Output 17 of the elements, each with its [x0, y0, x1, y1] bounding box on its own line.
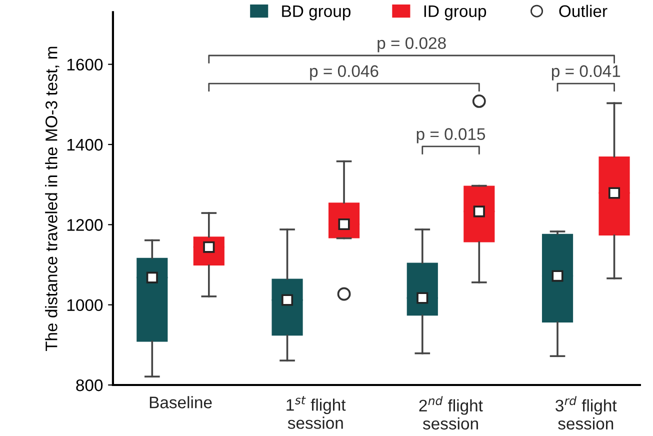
y-tick-label: 1200	[67, 219, 103, 231]
annotation: p = 0.028	[378, 37, 446, 52]
x-tick-label: Baseline	[150, 396, 212, 408]
legend-label: BD group	[282, 5, 350, 20]
x-tick-label: 3$^{rd}$ flight session	[556, 396, 617, 430]
annotation: p = 0.046	[310, 65, 378, 80]
annotation: p = 0.015	[416, 128, 486, 144]
y-tick-label: 800	[76, 379, 103, 392]
y-tick-label: 1000	[67, 299, 103, 312]
legend-label: ID group	[424, 5, 486, 20]
y-tick-label: 1400	[67, 138, 103, 151]
annotation: p = 0.041	[552, 65, 620, 80]
x-tick-label: 2$^{nd}$ flight session	[419, 396, 483, 430]
y-axis-title: The distance traveled in the MO-3 test, m	[45, 46, 60, 352]
y-tick-label: 1600	[67, 58, 103, 71]
x-tick-label: 1$^{st}$ flight session	[286, 396, 346, 429]
legend-label: Outlier	[559, 4, 608, 18]
